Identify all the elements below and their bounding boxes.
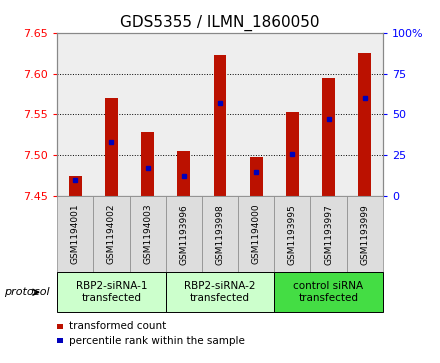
Text: GSM1193996: GSM1193996 — [180, 204, 188, 265]
Title: GDS5355 / ILMN_1860050: GDS5355 / ILMN_1860050 — [120, 15, 320, 31]
Text: control siRNA
transfected: control siRNA transfected — [293, 281, 363, 303]
Bar — [141, 132, 154, 196]
Text: GSM1193997: GSM1193997 — [324, 204, 333, 265]
Text: GSM1194003: GSM1194003 — [143, 204, 152, 265]
Bar — [250, 157, 263, 196]
Bar — [359, 53, 371, 196]
Bar — [322, 78, 335, 196]
Text: GSM1194001: GSM1194001 — [71, 204, 80, 265]
Text: GSM1193995: GSM1193995 — [288, 204, 297, 265]
Text: transformed count: transformed count — [69, 321, 166, 331]
Text: protocol: protocol — [4, 287, 50, 297]
Text: GSM1194002: GSM1194002 — [107, 204, 116, 264]
Bar — [286, 112, 299, 196]
Bar — [105, 98, 118, 196]
Text: GSM1194000: GSM1194000 — [252, 204, 260, 265]
Bar — [214, 55, 226, 196]
Bar — [69, 176, 82, 196]
Text: GSM1193998: GSM1193998 — [216, 204, 224, 265]
Text: percentile rank within the sample: percentile rank within the sample — [69, 336, 245, 346]
Bar — [177, 151, 190, 196]
Text: RBP2-siRNA-2
transfected: RBP2-siRNA-2 transfected — [184, 281, 256, 303]
Text: GSM1193999: GSM1193999 — [360, 204, 369, 265]
Text: RBP2-siRNA-1
transfected: RBP2-siRNA-1 transfected — [76, 281, 147, 303]
